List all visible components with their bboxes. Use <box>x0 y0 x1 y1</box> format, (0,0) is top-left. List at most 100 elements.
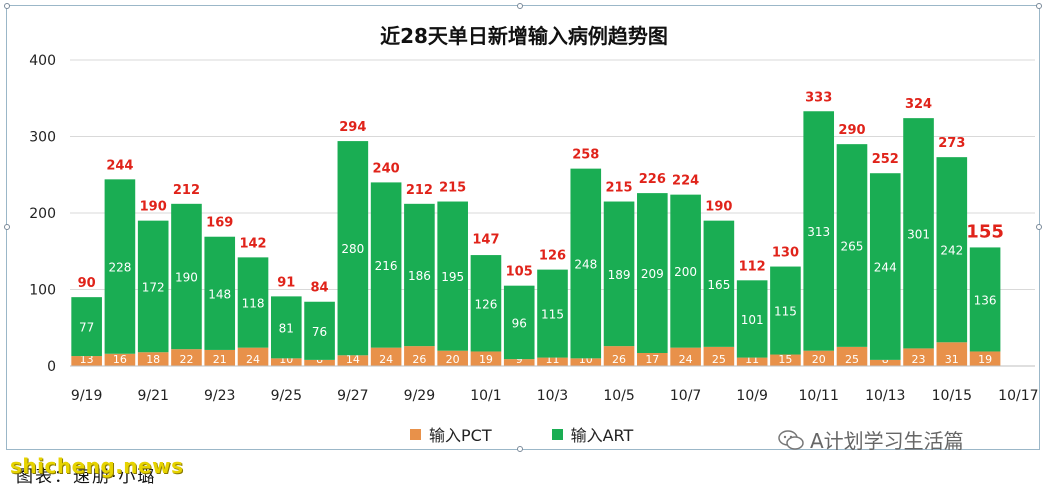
data-label-art: 115 <box>541 308 564 322</box>
x-tick-label: 10/9 <box>736 388 767 404</box>
data-label-art: 186 <box>408 269 431 283</box>
bar-art <box>537 269 568 358</box>
bar-art <box>104 179 136 354</box>
bar-pct <box>503 359 535 366</box>
legend-item-pct: 输入PCT <box>410 422 492 446</box>
bar-pct <box>71 356 102 366</box>
bar-pct <box>237 347 269 366</box>
resize-handle[interactable] <box>1036 3 1042 9</box>
x-tick-label: 9/19 <box>71 388 102 404</box>
data-label-art: 115 <box>774 305 797 319</box>
data-label-pct: 15 <box>778 353 792 366</box>
total-label: 258 <box>572 148 599 163</box>
data-label-pct: 21 <box>213 353 227 366</box>
data-label-art: 216 <box>375 259 398 273</box>
resize-handle[interactable] <box>4 3 10 9</box>
data-label-pct: 19 <box>978 353 992 366</box>
bar-art <box>570 168 602 359</box>
bar-art <box>370 182 402 348</box>
data-label-art: 265 <box>841 240 864 254</box>
total-label: 212 <box>406 183 433 198</box>
legend-swatch <box>410 428 421 440</box>
bar-art <box>603 201 635 347</box>
data-label-art: 313 <box>807 225 830 239</box>
bar-art <box>204 236 236 350</box>
bar-art <box>869 173 901 360</box>
data-label-art: 148 <box>208 287 231 301</box>
watermark: A计划学习生活篇 <box>778 425 964 454</box>
bar-art <box>703 220 735 347</box>
data-label-pct: 25 <box>845 353 859 366</box>
total-label: 147 <box>472 233 499 248</box>
bar-art <box>304 301 335 360</box>
x-tick-label: 9/23 <box>204 388 235 404</box>
bar-chart: 0 100 200 300 400 13 77 90 16 228 244 18 172 190 22 190… <box>29 53 1038 404</box>
total-label: 190 <box>140 200 167 215</box>
data-label-art: 81 <box>279 321 294 335</box>
total-label: 112 <box>739 259 766 274</box>
data-label-art: 200 <box>674 265 697 279</box>
chart-title: 近28天单日新增输入病例趋势图 <box>380 24 668 48</box>
data-label-art: 165 <box>707 278 730 292</box>
x-tick-label: 10/7 <box>670 388 701 404</box>
data-label-pct: 20 <box>812 353 826 366</box>
data-label-pct: 13 <box>80 353 94 366</box>
bar-art <box>670 194 701 348</box>
resize-handle[interactable] <box>517 446 523 452</box>
bar-pct <box>337 355 369 366</box>
bar-pct <box>836 346 868 366</box>
bar-pct <box>603 346 635 366</box>
bar-pct <box>969 351 1001 366</box>
data-label-pct: 16 <box>113 353 127 366</box>
data-label-pct: 20 <box>446 353 460 366</box>
x-tick-label: 10/15 <box>932 388 972 404</box>
total-label: 224 <box>672 174 699 189</box>
bar-pct <box>304 359 335 366</box>
resize-handle[interactable] <box>517 3 523 9</box>
bar-art <box>836 144 868 347</box>
data-label-pct: 24 <box>379 353 393 366</box>
bar-art <box>237 257 269 348</box>
resize-handle[interactable] <box>4 224 10 230</box>
bar-pct <box>770 354 801 366</box>
total-label: 130 <box>772 246 799 261</box>
resize-handle[interactable] <box>1036 224 1042 230</box>
x-tick-label: 10/3 <box>537 388 568 404</box>
data-label-pct: 19 <box>479 353 493 366</box>
total-label: 240 <box>373 161 400 176</box>
bar-pct <box>104 353 136 366</box>
data-label-art: 242 <box>940 244 963 258</box>
x-tick-label: 10/5 <box>603 388 634 404</box>
bar-pct <box>470 351 502 366</box>
bar-pct <box>370 347 402 366</box>
bar-art <box>803 111 835 351</box>
total-label: 212 <box>173 183 200 198</box>
legend-swatch <box>551 428 563 440</box>
total-label: 142 <box>239 236 266 251</box>
y-tick-label: 400 <box>29 53 56 69</box>
bar-pct <box>869 359 901 366</box>
bar-art <box>470 255 502 352</box>
legend-label: 输入ART <box>570 426 634 445</box>
data-label-art: 189 <box>608 268 631 282</box>
bar-art <box>404 203 435 347</box>
figure-caption: 图表：速朋·小璐 <box>16 467 157 487</box>
data-label-art: 136 <box>974 293 997 307</box>
data-label-art: 101 <box>741 313 764 327</box>
bar-pct <box>204 349 236 366</box>
bar-art <box>337 141 369 356</box>
bar-art <box>637 193 668 353</box>
total-label: 155 <box>966 221 1004 242</box>
bar-art <box>270 296 302 359</box>
bar-pct <box>736 357 768 366</box>
data-label-art: 248 <box>574 257 597 271</box>
y-tick-label: 200 <box>29 206 56 222</box>
data-label-pct: 31 <box>945 353 959 366</box>
total-label: 333 <box>805 90 832 105</box>
data-label-art: 77 <box>79 321 94 335</box>
data-label-pct: 23 <box>912 353 926 366</box>
data-label-art: 209 <box>641 267 664 281</box>
data-label-pct: 26 <box>412 353 426 366</box>
watermark-text: A计划学习生活篇 <box>810 429 964 453</box>
bar-art <box>770 266 801 355</box>
